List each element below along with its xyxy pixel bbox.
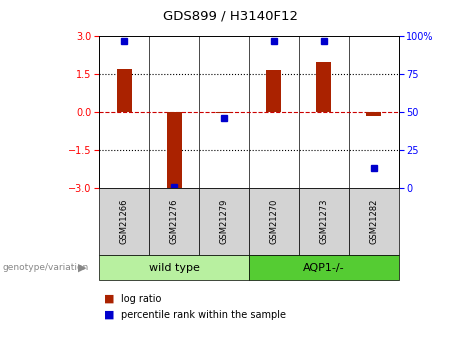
Text: ■: ■ <box>104 310 114 319</box>
Bar <box>316 61 331 112</box>
Text: GSM21282: GSM21282 <box>369 199 378 244</box>
Text: GSM21276: GSM21276 <box>170 199 178 244</box>
Text: GDS899 / H3140F12: GDS899 / H3140F12 <box>163 9 298 22</box>
Bar <box>166 112 182 188</box>
Text: GSM21266: GSM21266 <box>119 199 129 244</box>
Text: percentile rank within the sample: percentile rank within the sample <box>121 310 286 319</box>
Text: log ratio: log ratio <box>121 294 162 304</box>
Bar <box>366 112 381 116</box>
Text: ■: ■ <box>104 294 114 304</box>
Bar <box>266 70 281 112</box>
Text: GSM21279: GSM21279 <box>219 199 229 244</box>
Text: wild type: wild type <box>148 263 200 273</box>
Text: AQP1-/-: AQP1-/- <box>303 263 345 273</box>
Text: GSM21270: GSM21270 <box>269 199 278 244</box>
Bar <box>117 69 131 112</box>
Text: GSM21273: GSM21273 <box>319 199 328 244</box>
Text: ▶: ▶ <box>78 263 87 273</box>
Bar <box>217 112 231 114</box>
Text: genotype/variation: genotype/variation <box>2 263 89 272</box>
